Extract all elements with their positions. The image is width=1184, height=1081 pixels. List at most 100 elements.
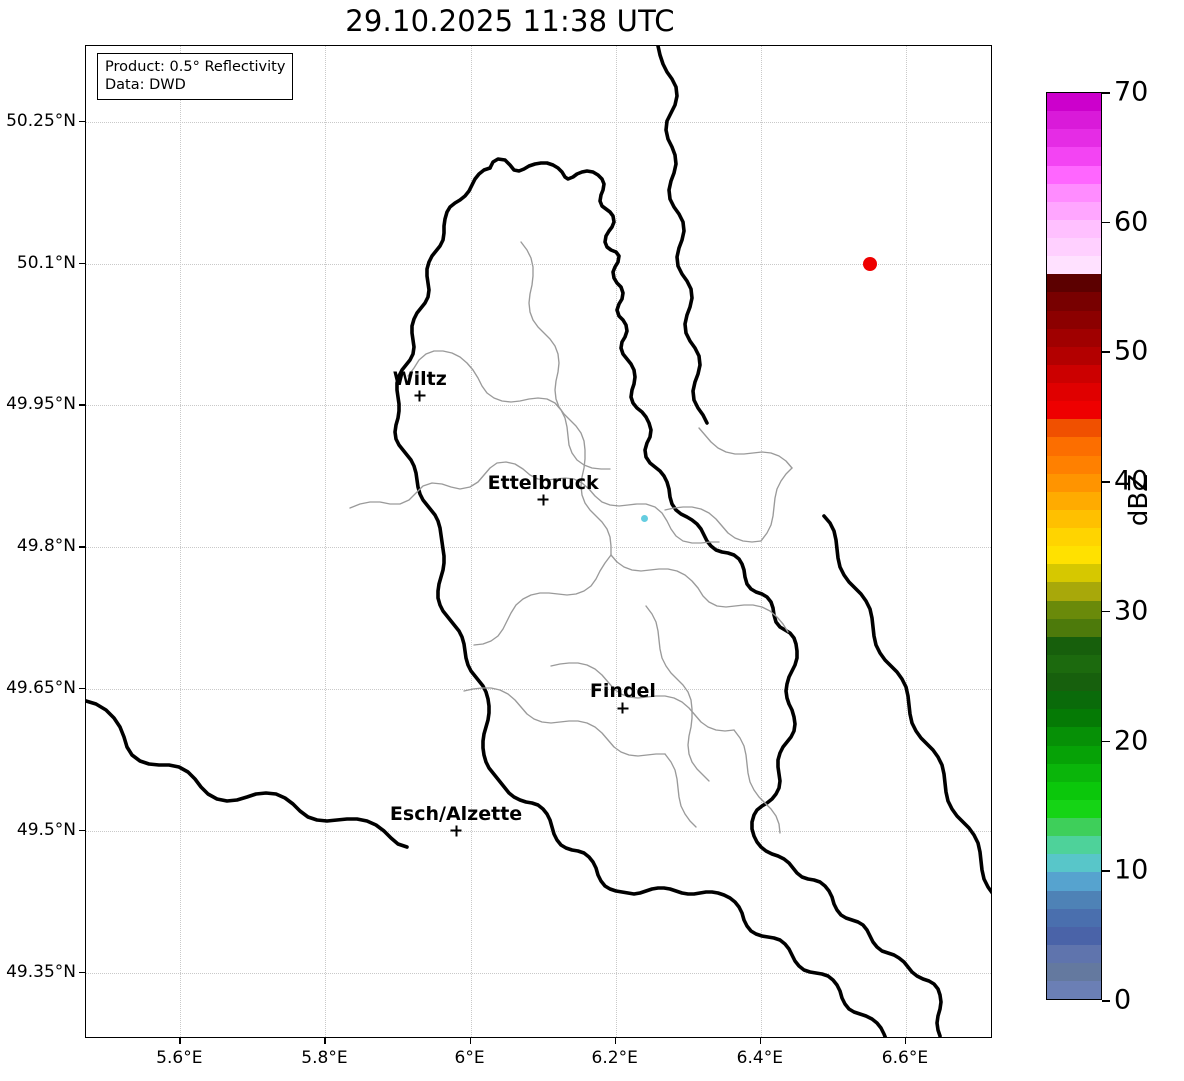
longitude-tick-label-2: 6°E (454, 1048, 485, 1068)
colorbar-band-49 (1047, 93, 1101, 112)
colorbar-band-48 (1047, 111, 1101, 130)
canton-border-1 (349, 461, 720, 544)
canton-border-8 (733, 729, 781, 834)
colorbar-tick-mark-4 (1102, 481, 1110, 483)
longitude-tick-label-0: 5.6°E (156, 1048, 203, 1068)
colorbar-band-35 (1047, 346, 1101, 365)
colorbar[interactable]: 0 10 20 30 40 50 60 70 (1046, 79, 1148, 1014)
radar-echo-weak-echo (641, 515, 649, 523)
colorbar-band-37 (1047, 310, 1101, 329)
colorbar-band-15 (1047, 709, 1101, 728)
colorbar-axis-title: dBZ (1124, 473, 1154, 527)
radar-echo-strong-echo (862, 256, 877, 271)
canton-border-11 (664, 506, 762, 543)
colorbar-band-20 (1047, 618, 1101, 637)
page-title: 29.10.2025 11:38 UTC (345, 4, 675, 38)
longitude-tick-mark-5 (904, 1038, 907, 1044)
colorbar-band-43 (1047, 201, 1101, 220)
colorbar-band-8 (1047, 836, 1101, 855)
canton-border-7 (645, 605, 710, 782)
city-label-esch-alzette: Esch/Alzette (389, 802, 523, 825)
national-border-luxembourg (488, 157, 943, 1037)
colorbar-band-24 (1047, 546, 1101, 565)
longitude-tick-label-1: 5.8°E (301, 1048, 348, 1068)
colorbar-band-16 (1047, 691, 1101, 710)
longitude-tick-mark-3 (614, 1038, 616, 1044)
colorbar-band-5 (1047, 890, 1101, 909)
gridline-lat-3 (86, 547, 991, 549)
colorbar-tick-label-0: 0 (1114, 984, 1132, 1016)
canton-border-6 (550, 662, 735, 732)
colorbar-band-44 (1047, 183, 1101, 202)
colorbar-tick-label-7: 70 (1114, 76, 1149, 108)
colorbar-band-31 (1047, 419, 1101, 438)
gridline-lat-2 (86, 405, 991, 407)
colorbar-band-26 (1047, 509, 1101, 528)
latitude-tick-label-0: 50.25°N (6, 110, 76, 131)
latitude-tick-mark-6 (79, 971, 85, 974)
canton-border-2 (407, 350, 611, 470)
colorbar-band-2 (1047, 944, 1101, 963)
longitude-tick-label-5: 6.6°E (881, 1048, 929, 1068)
latitude-tick-label-3: 49.8°N (16, 536, 76, 557)
colorbar-tick-label-1: 10 (1114, 854, 1149, 886)
radar-map[interactable]: Wiltz Ettelbruck Findel Esch/Alzette Produc… (85, 45, 992, 1038)
longitude-tick-label-4: 6.4°E (736, 1048, 783, 1068)
latitude-tick-mark-3 (79, 546, 85, 548)
latitude-tick-mark-0 (79, 120, 85, 122)
colorbar-band-45 (1047, 165, 1101, 184)
colorbar-tick-label-3: 30 (1114, 595, 1149, 627)
colorbar-tick-label-2: 20 (1114, 725, 1149, 757)
longitude-tick-mark-2 (469, 1038, 471, 1044)
colorbar-band-33 (1047, 383, 1101, 402)
colorbar-band-41 (1047, 238, 1101, 257)
colorbar-tick-mark-1 (1102, 870, 1110, 872)
city-marker-icon-ettelbruck (537, 494, 549, 506)
city-marker-icon-esch-alzette (450, 825, 462, 837)
colorbar-tick-label-4: 40 (1114, 465, 1149, 497)
colorbar-band-12 (1047, 763, 1101, 782)
colorbar-band-39 (1047, 274, 1101, 293)
canton-border-3 (520, 241, 612, 556)
gridline-lon-2 (470, 46, 472, 1037)
canton-border-13 (698, 427, 793, 469)
info-box: Product: 0.5° Reflectivity Data: DWD (97, 53, 294, 100)
colorbar-band-34 (1047, 364, 1101, 383)
info-data-line: Data: DWD (105, 77, 186, 93)
gridline-lon-0 (180, 46, 182, 1037)
colorbar-band-9 (1047, 818, 1101, 837)
colorbar-band-28 (1047, 473, 1101, 492)
latitude-tick-mark-2 (79, 404, 85, 406)
canton-border-5 (473, 554, 612, 646)
colorbar-band-1 (1047, 963, 1101, 982)
city-label-wiltz: Wiltz (392, 367, 447, 390)
latitude-tick-label-6: 49.35°N (6, 961, 76, 982)
colorbar-tick-mark-0 (1102, 1000, 1110, 1002)
city-label-findel: Findel (589, 680, 656, 702)
colorbar-band-18 (1047, 654, 1101, 673)
longitude-tick-mark-1 (324, 1038, 326, 1044)
canton-border-9 (463, 687, 666, 757)
colorbar-tick-mark-7 (1102, 92, 1110, 94)
colorbar-band-19 (1047, 636, 1101, 655)
longitude-tick-label-3: 6.2°E (591, 1048, 638, 1068)
colorbar-band-0 (1047, 981, 1101, 1000)
border-germany-north (656, 46, 709, 425)
gridline-lat-5 (86, 830, 991, 832)
gridline-lon-3 (615, 46, 617, 1037)
colorbar-band-3 (1047, 926, 1101, 945)
colorbar-tick-mark-6 (1102, 221, 1110, 224)
colorbar-tick-mark-2 (1102, 740, 1110, 743)
colorbar-band-21 (1047, 600, 1101, 619)
colorbar-band-40 (1047, 256, 1101, 275)
canton-border-12 (760, 467, 793, 542)
latitude-tick-mark-1 (79, 262, 85, 264)
borders-layer (86, 46, 991, 1037)
info-product-line: Product: 0.5° Reflectivity (105, 59, 286, 75)
gridline-lat-0 (86, 121, 991, 123)
gridline-lat-1 (86, 263, 991, 265)
border-belgium-west (86, 699, 409, 849)
colorbar-band-30 (1047, 437, 1101, 456)
colorbar-band-6 (1047, 872, 1101, 891)
colorbar-tick-mark-5 (1102, 351, 1110, 354)
